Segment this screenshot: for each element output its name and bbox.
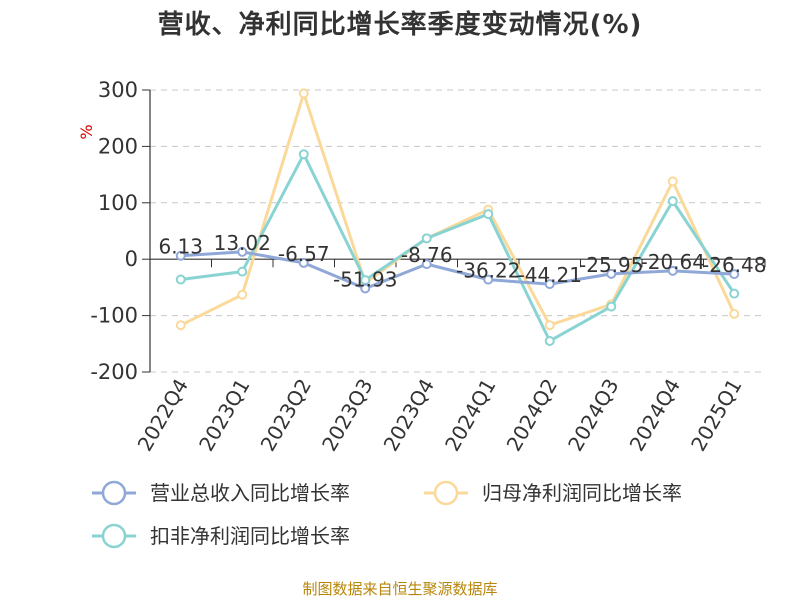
data-point (175, 274, 186, 285)
data-label: -44.21 (518, 263, 582, 287)
x-tick-label: 2023Q4 (379, 375, 439, 456)
x-tick-label: 2024Q1 (440, 375, 500, 456)
data-label: 13.02 (214, 231, 271, 255)
x-tick-label: 2024Q2 (502, 375, 562, 456)
source-note: 制图数据来自恒生聚源数据库 (302, 580, 498, 598)
x-tick-label: 2022Q4 (133, 375, 193, 456)
data-point (298, 149, 309, 160)
data-label: -6.57 (278, 242, 330, 266)
series-line (180, 250, 735, 290)
data-label: -8.76 (401, 243, 453, 267)
data-point (544, 279, 555, 290)
data-point (667, 196, 678, 207)
data-point (544, 320, 555, 331)
y-tick-label: 200 (98, 134, 138, 158)
data-label: -25.95 (579, 253, 643, 277)
data-label: -51.93 (333, 267, 397, 291)
data-point (360, 283, 371, 294)
data-point (421, 233, 432, 244)
data-point (237, 266, 248, 277)
data-point (175, 320, 186, 331)
series-line (180, 91, 736, 327)
x-tick-label: 2023Q2 (256, 375, 316, 456)
x-tick-label: 2024Q3 (563, 375, 623, 456)
data-point (298, 88, 309, 99)
data-point (544, 335, 555, 346)
legend-label: 归母净利润同比增长率 (482, 481, 682, 505)
legend-label: 扣非净利润同比增长率 (150, 524, 350, 548)
y-tick-label: 100 (98, 191, 138, 215)
data-label: 6.13 (158, 235, 203, 259)
data-label: -20.64 (641, 250, 705, 274)
x-tick-label: 2023Q3 (317, 375, 377, 456)
chart-title: 营收、净利同比增长率季度变动情况(%) (157, 10, 643, 40)
legend-swatch-marker (101, 480, 127, 506)
x-tick-label: 2024Q4 (625, 375, 685, 456)
x-tick-label: 2023Q1 (194, 375, 254, 456)
y-axis-label: % (77, 124, 96, 139)
data-point (421, 259, 432, 270)
data-point (606, 268, 617, 279)
data-point (667, 265, 678, 276)
data-point (237, 246, 248, 257)
data-point (175, 250, 186, 261)
y-tick-label: -200 (90, 360, 138, 384)
data-point (483, 274, 494, 285)
x-tick-label: 2025Q1 (686, 375, 746, 456)
data-point (729, 288, 740, 299)
data-point (298, 257, 309, 268)
y-tick-label: 300 (98, 78, 138, 102)
data-point (667, 176, 678, 187)
data-point (729, 308, 740, 319)
data-point (237, 289, 248, 300)
data-label: -36.22 (456, 259, 520, 283)
data-point (606, 301, 617, 312)
data-point (729, 269, 740, 280)
data-label: -26.48 (702, 253, 766, 277)
legend-swatch-marker (101, 523, 127, 549)
series-line (180, 152, 736, 343)
data-point (483, 209, 494, 220)
legend-swatch-marker (433, 480, 459, 506)
legend-label: 营业总收入同比增长率 (150, 481, 350, 505)
y-tick-label: 0 (125, 247, 138, 271)
y-tick-label: -100 (90, 304, 138, 328)
